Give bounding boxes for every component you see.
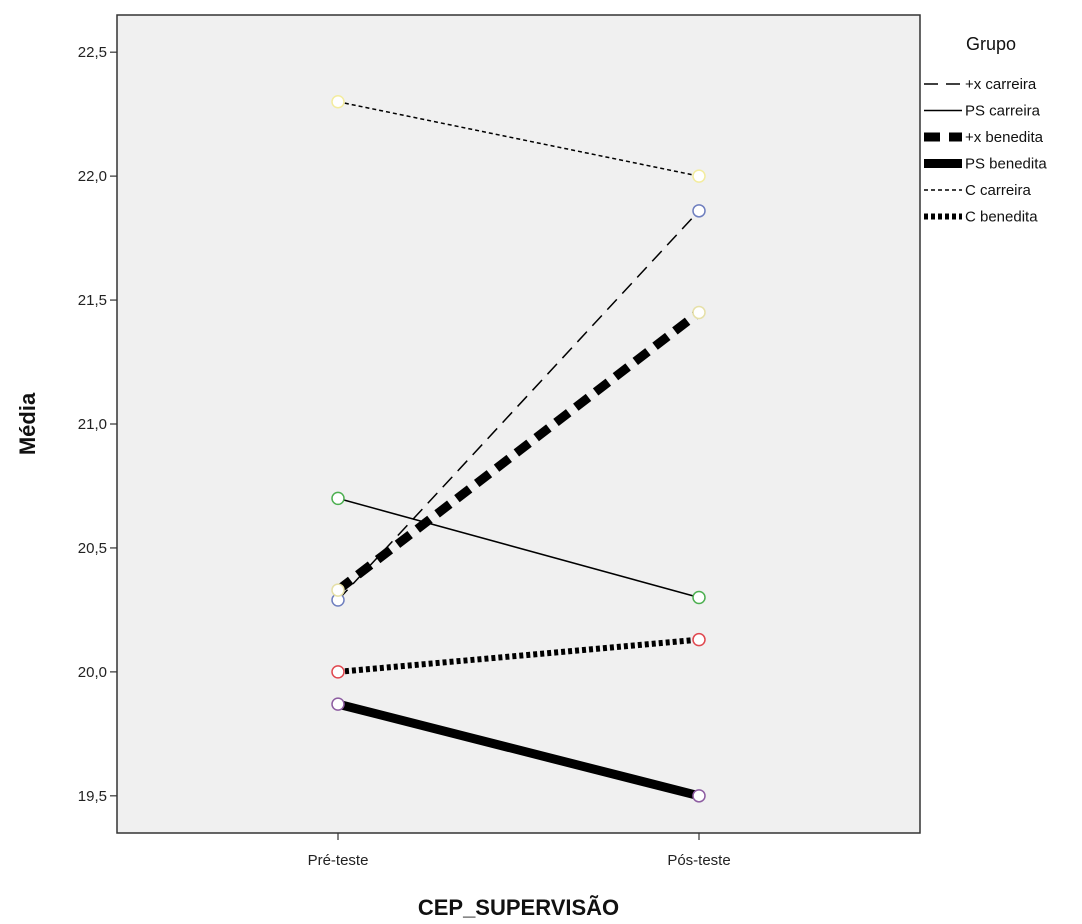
- data-point: [692, 789, 706, 803]
- data-point: [692, 632, 706, 647]
- y-tick-label: 20,5: [78, 540, 107, 557]
- x-axis-title: CEP_SUPERVISÃO: [418, 895, 619, 920]
- legend-label: +x benedita: [965, 129, 1044, 146]
- y-tick-label: 19,5: [78, 788, 107, 805]
- x-tick-label: Pós-teste: [667, 852, 730, 869]
- data-point: [331, 697, 345, 711]
- data-point: [692, 169, 706, 183]
- legend-label: PS carreira: [965, 103, 1041, 120]
- series-layer: [335, 101, 702, 801]
- y-axis: 22,5 22,0 21,5 21,0 20,5 20,0 19,5: [78, 44, 117, 805]
- data-point: [331, 665, 345, 679]
- legend-label: +x carreira: [965, 76, 1037, 93]
- series-line: [335, 308, 702, 594]
- x-axis: Pré-teste Pós-teste: [308, 833, 731, 869]
- x-tick-label: Pré-teste: [308, 852, 369, 869]
- data-point: [692, 305, 706, 320]
- y-tick-label: 21,5: [78, 292, 107, 309]
- data-point: [331, 491, 345, 506]
- data-point: [331, 95, 345, 109]
- series-line: [337, 497, 700, 599]
- y-tick-label: 22,5: [78, 44, 107, 61]
- marker-layer: [331, 95, 706, 803]
- series-line: [336, 699, 701, 801]
- y-tick-label: 21,0: [78, 416, 107, 433]
- legend-title: Grupo: [966, 34, 1016, 54]
- data-point: [331, 583, 345, 597]
- legend-label: C benedita: [965, 209, 1038, 226]
- y-tick-label: 22,0: [78, 168, 107, 185]
- legend-label: PS benedita: [965, 156, 1047, 173]
- series-line: [337, 210, 700, 601]
- series-line: [337, 636, 700, 675]
- plot-area: [116, 14, 921, 834]
- data-point: [692, 204, 706, 218]
- y-axis-title: Média: [15, 392, 40, 455]
- legend: Grupo +x carreira PS carreira +x benedita P…: [924, 34, 1047, 226]
- legend-label: C carreira: [965, 182, 1032, 199]
- y-tick-label: 20,0: [78, 664, 107, 681]
- data-point: [692, 590, 706, 605]
- series-line: [337, 101, 700, 177]
